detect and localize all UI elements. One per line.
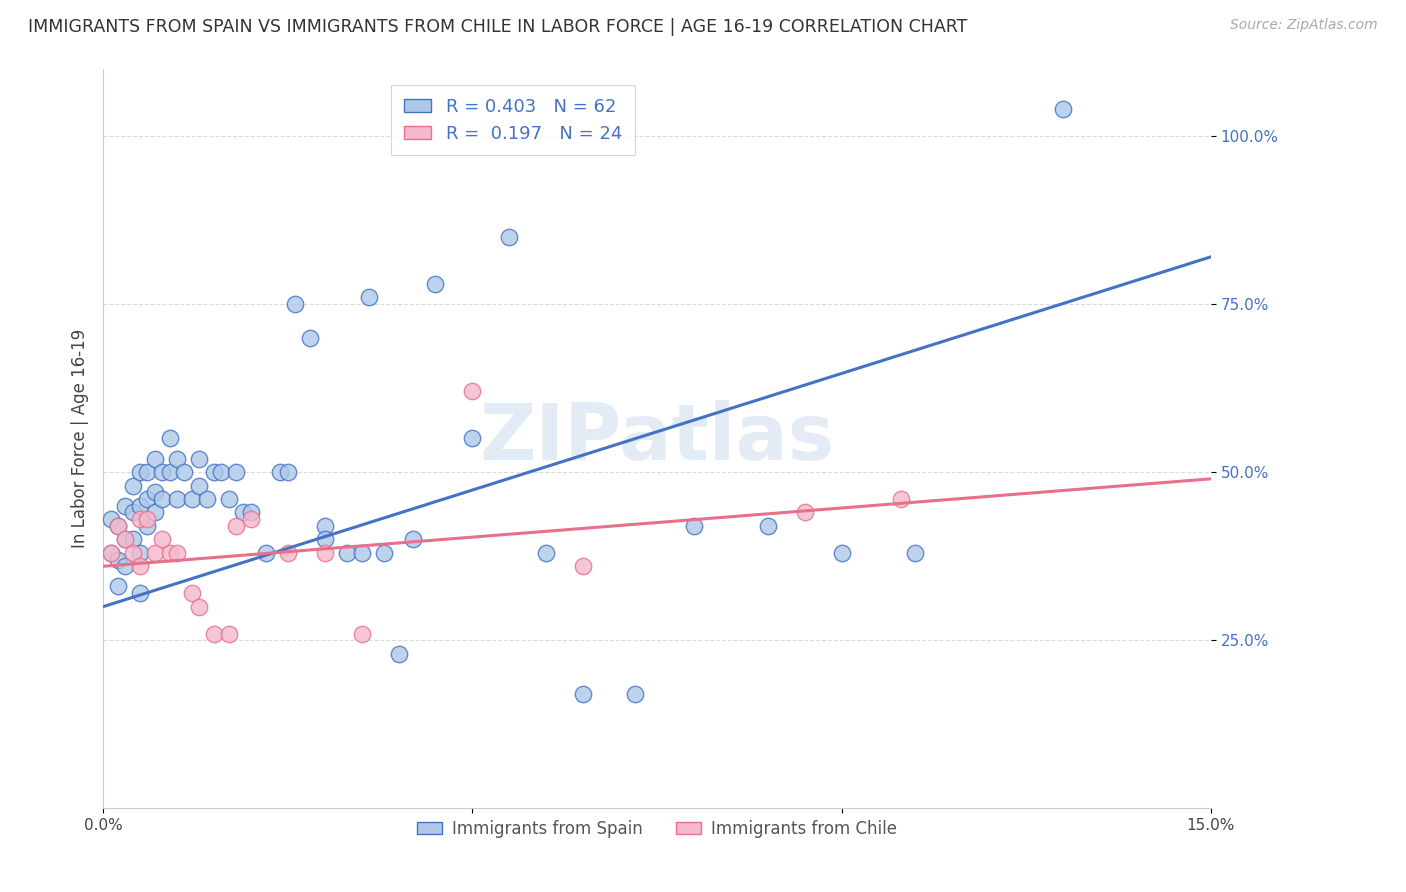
Point [831,546,853,560]
Point [461,432,484,446]
Point [239,506,262,520]
Point [314,519,336,533]
Point [150,533,173,547]
Point [114,533,136,547]
Point [150,465,173,479]
Point [129,559,152,574]
Point [402,533,425,547]
Point [143,506,166,520]
Legend: Immigrants from Spain, Immigrants from Chile: Immigrants from Spain, Immigrants from C… [411,814,904,845]
Point [159,465,181,479]
Point [254,546,277,560]
Text: Source: ZipAtlas.com: Source: ZipAtlas.com [1230,18,1378,32]
Point [136,512,159,526]
Point [143,485,166,500]
Point [150,491,173,506]
Point [756,519,779,533]
Point [572,687,595,701]
Point [373,546,395,560]
Point [314,533,336,547]
Point [209,465,232,479]
Point [225,519,247,533]
Point [202,626,225,640]
Point [387,647,409,661]
Point [114,559,136,574]
Point [100,546,122,560]
Point [188,451,211,466]
Point [188,478,211,492]
Point [195,491,218,506]
Point [890,491,912,506]
Point [218,626,240,640]
Y-axis label: In Labor Force | Age 16-19: In Labor Force | Age 16-19 [72,329,89,548]
Point [336,546,359,560]
Point [277,465,299,479]
Point [793,506,815,520]
Point [129,586,152,600]
Point [232,506,254,520]
Point [357,290,380,304]
Point [121,533,143,547]
Point [350,626,373,640]
Point [277,546,299,560]
Point [121,546,143,560]
Point [202,465,225,479]
Point [298,330,321,344]
Point [461,384,484,399]
Point [624,687,647,701]
Point [180,491,202,506]
Point [136,491,159,506]
Text: IMMIGRANTS FROM SPAIN VS IMMIGRANTS FROM CHILE IN LABOR FORCE | AGE 16-19 CORREL: IMMIGRANTS FROM SPAIN VS IMMIGRANTS FROM… [28,18,967,36]
Point [188,599,211,614]
Point [572,559,595,574]
Point [143,451,166,466]
Point [129,465,152,479]
Point [159,546,181,560]
Point [425,277,447,291]
Point [350,546,373,560]
Point [100,512,122,526]
Point [129,499,152,513]
Point [166,546,188,560]
Point [180,586,202,600]
Point [683,519,706,533]
Point [166,491,188,506]
Point [159,432,181,446]
Point [107,519,129,533]
Point [107,519,129,533]
Point [114,533,136,547]
Point [218,491,240,506]
Point [284,297,307,311]
Point [129,546,152,560]
Point [534,546,557,560]
Point [314,546,336,560]
Point [114,499,136,513]
Point [173,465,195,479]
Point [166,451,188,466]
Point [904,546,927,560]
Text: ZIPatlas: ZIPatlas [479,401,835,476]
Point [136,465,159,479]
Point [498,229,520,244]
Point [269,465,291,479]
Point [107,552,129,566]
Point [129,512,152,526]
Point [1052,102,1074,116]
Point [121,506,143,520]
Point [225,465,247,479]
Point [100,546,122,560]
Point [136,519,159,533]
Point [121,478,143,492]
Point [107,579,129,593]
Point [143,546,166,560]
Point [239,512,262,526]
